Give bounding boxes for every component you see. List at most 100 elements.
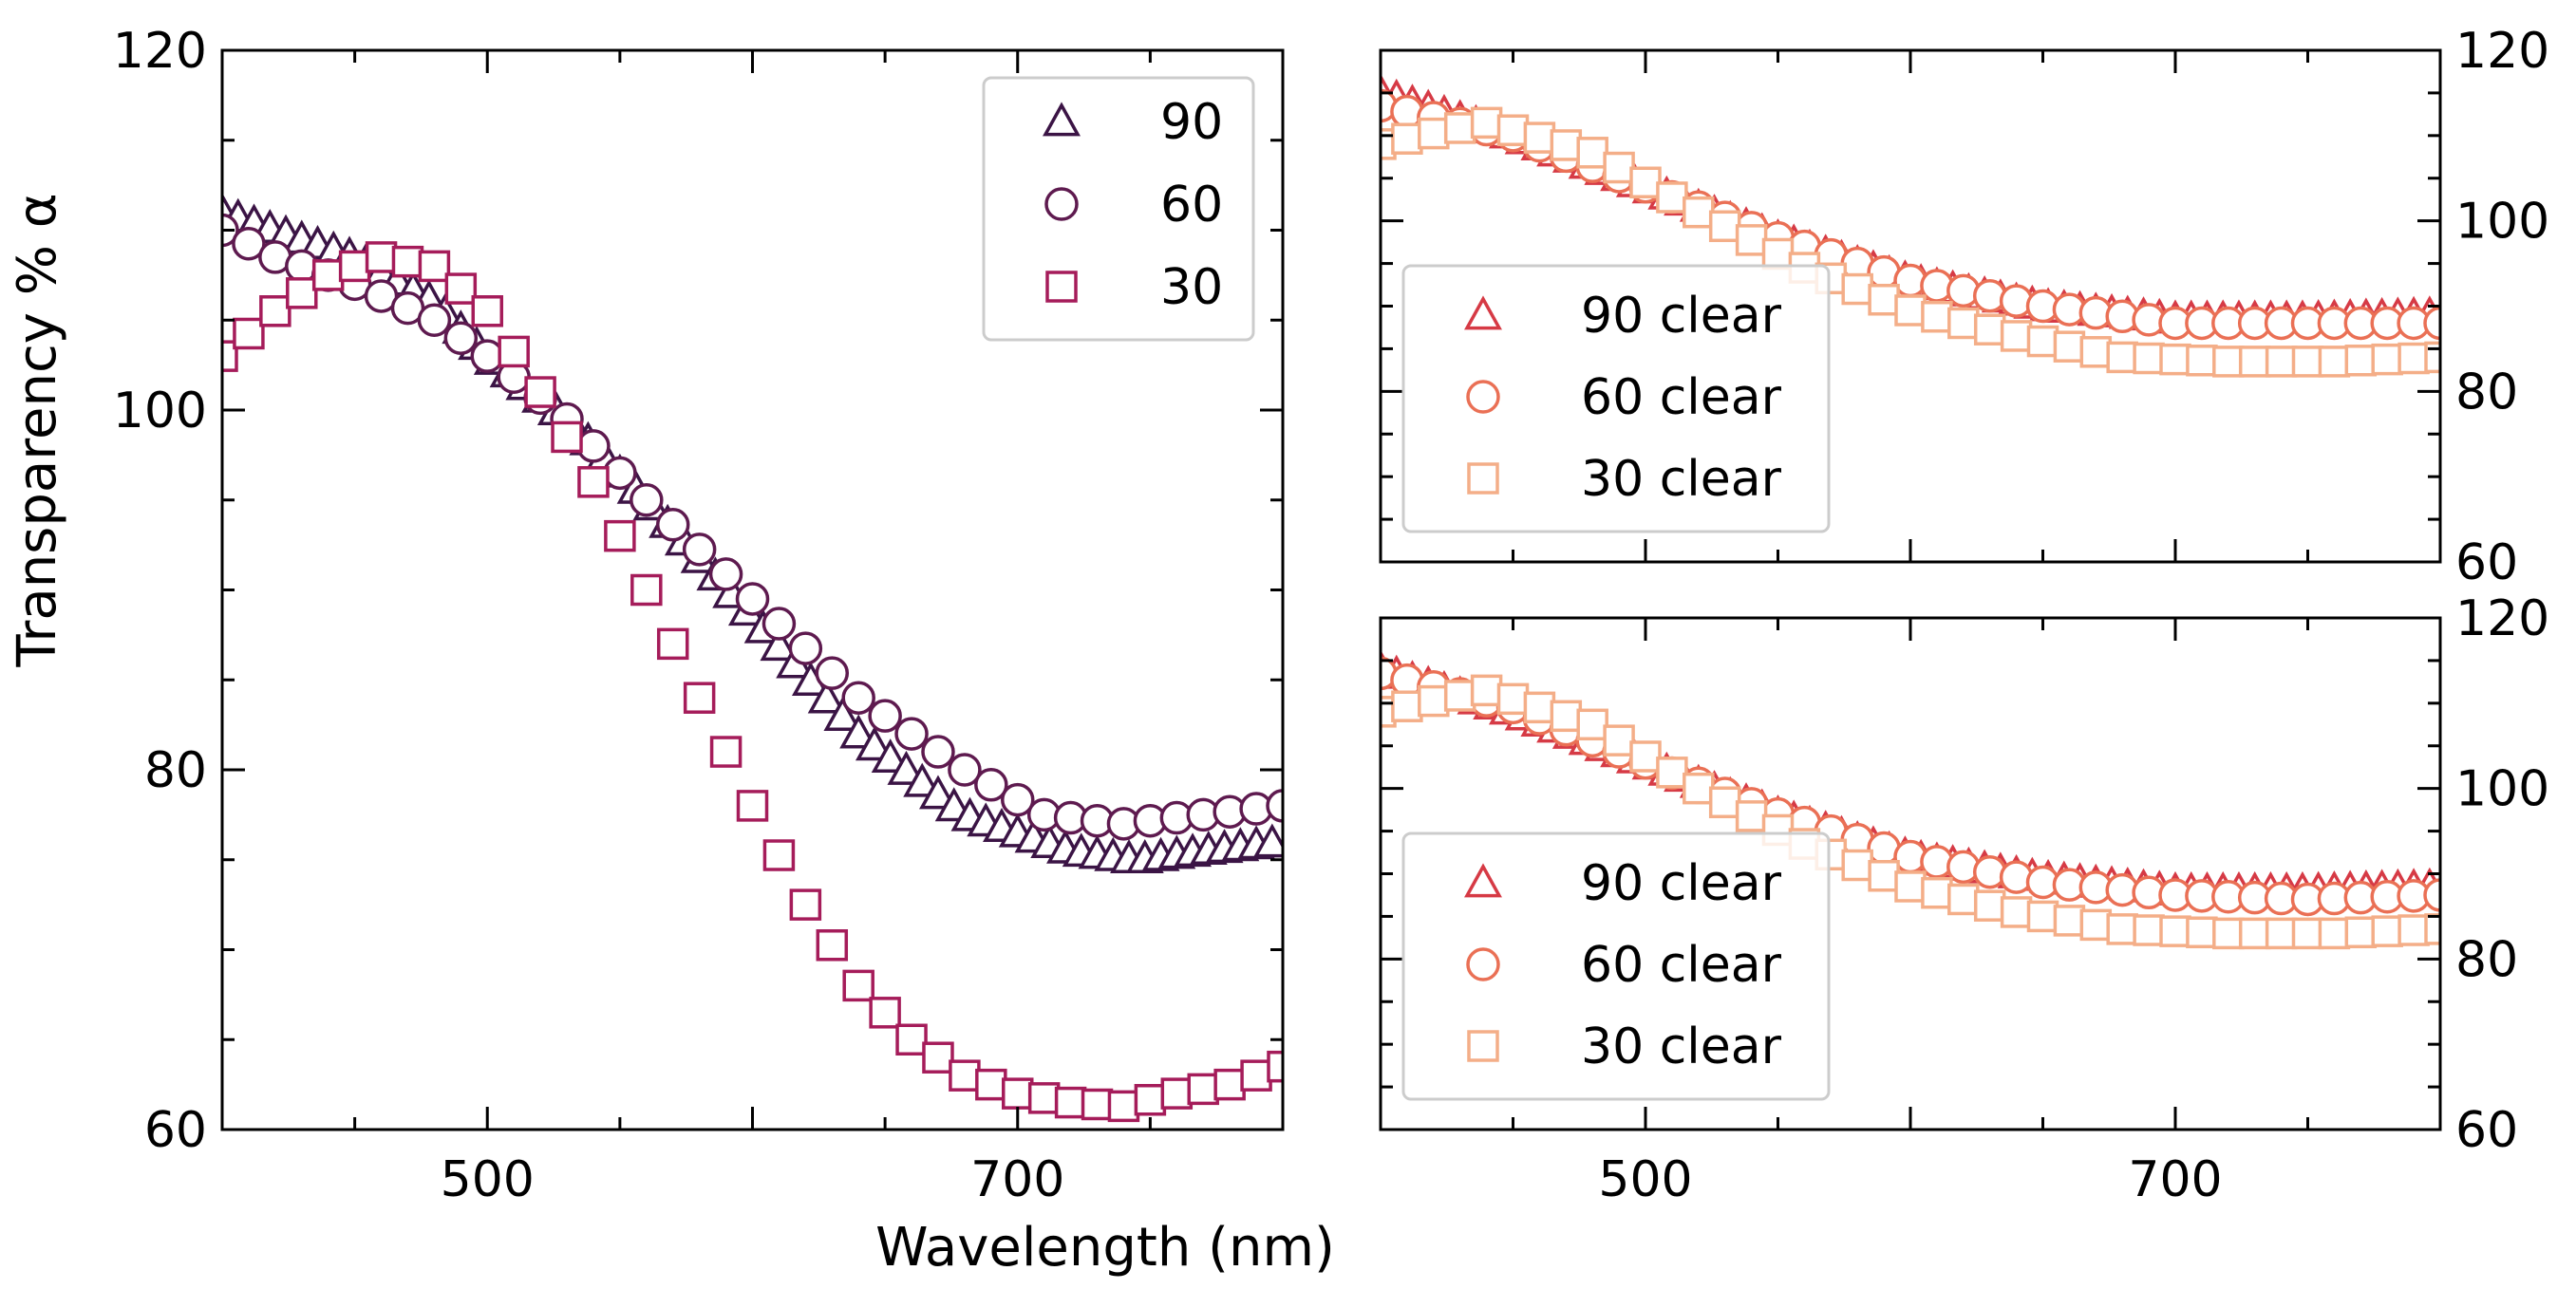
data-point [1603, 151, 1635, 184]
data-point [842, 969, 874, 1002]
legend-label: 60 clear [1581, 937, 1782, 994]
x-tick-label: 700 [970, 1151, 1064, 1208]
data-point [807, 679, 846, 714]
ticks-bottom-right [1381, 618, 2440, 1130]
data-point [2000, 896, 2033, 928]
chart-bottom-right: 500 700 60 80 100 120 90 clear 60 clear 30 clear [1379, 590, 2549, 1208]
y-tick-label: 80 [144, 742, 207, 799]
data-point [1266, 789, 1283, 823]
data-point [1240, 1059, 1272, 1092]
data-point [1002, 1077, 1034, 1110]
data-point [2159, 915, 2191, 947]
x-tick-label: 700 [2128, 1151, 2222, 1208]
y-tick-label: 60 [2455, 534, 2518, 591]
data-point [762, 607, 797, 641]
data-point [1054, 1086, 1087, 1119]
data-point [762, 839, 796, 871]
data-point [2212, 917, 2245, 950]
legend-marker-square [1467, 1030, 1499, 1062]
data-point [1496, 114, 1530, 146]
y-tick-label: 100 [2455, 194, 2549, 251]
data-point [655, 508, 690, 542]
data-point [1656, 181, 1688, 214]
data-point [708, 557, 743, 591]
data-point [365, 241, 398, 273]
y-tick-label: 80 [2455, 364, 2518, 420]
data-point [1496, 682, 1530, 716]
data-point [2424, 913, 2440, 945]
data-point [1391, 690, 1423, 722]
data-point [1603, 724, 1635, 757]
data-point [1081, 1088, 1114, 1121]
data-point [683, 682, 716, 714]
legend-marker-triangle [1464, 863, 1502, 898]
data-point [2000, 320, 2033, 352]
data-point [444, 272, 478, 305]
y-tick-label: 120 [2455, 590, 2549, 647]
data-point [1418, 117, 1450, 150]
data-point [2371, 343, 2403, 376]
data-point [311, 259, 345, 291]
data-point [1921, 300, 1953, 333]
data-point [2238, 917, 2271, 950]
data-point [498, 335, 530, 368]
data-point [1683, 772, 1715, 805]
data-point [2397, 342, 2430, 375]
data-point [789, 888, 822, 921]
legend-label: 30 clear [1581, 451, 1782, 508]
data-point [2344, 916, 2378, 949]
data-point [682, 533, 717, 567]
markers-left [222, 192, 1283, 1123]
data-point [338, 250, 371, 283]
legend-marker-square [1045, 271, 1078, 303]
data-point [2212, 346, 2245, 378]
data-point [2026, 325, 2059, 358]
legend-label: 30 clear [1581, 1018, 1782, 1075]
legend-label: 90 clear [1581, 855, 1782, 912]
data-point [823, 697, 862, 731]
data-point [868, 699, 902, 733]
data-point [2238, 346, 2271, 378]
data-point [869, 997, 901, 1029]
data-point [1107, 1090, 1140, 1123]
data-point [839, 714, 878, 749]
data-point [1523, 121, 1556, 154]
data-point [1708, 786, 1741, 819]
data-point [2106, 341, 2138, 374]
x-tick-label: 500 [441, 1151, 535, 1208]
data-point [2159, 343, 2191, 376]
data-point [1576, 137, 1608, 169]
data-point [1523, 691, 1556, 724]
data-point [232, 226, 266, 261]
data-point [922, 1041, 954, 1074]
data-point [1550, 700, 1583, 733]
data-point [2106, 913, 2138, 945]
data-point [418, 250, 451, 283]
data-point [1001, 782, 1035, 817]
legend-marker-triangle [1464, 295, 1502, 330]
data-point [656, 627, 689, 661]
data-point [2291, 917, 2324, 950]
data-point [1683, 196, 1715, 229]
data-point [1841, 849, 1873, 882]
ticks-top-right [1381, 50, 2440, 562]
legend-marker-square [1467, 462, 1499, 495]
data-point [2053, 330, 2086, 363]
data-point [1761, 237, 1795, 271]
x-axis-label: Wavelength (nm) [875, 1217, 1335, 1279]
data-point [1973, 889, 2006, 922]
data-point [816, 929, 849, 962]
data-point [259, 295, 291, 327]
data-point [2265, 917, 2298, 950]
data-point [471, 295, 503, 327]
legend-bottom-right: 90 clear 60 clear 30 clear [1401, 832, 1831, 1101]
legend-label: 60 clear [1581, 369, 1782, 426]
data-point [1868, 284, 1900, 316]
data-point [871, 738, 910, 774]
data-point [2318, 346, 2351, 378]
y-tick-label: 120 [113, 23, 207, 80]
y-tick-label: 80 [2455, 931, 2518, 988]
data-point [524, 376, 556, 408]
data-point [1629, 166, 1662, 198]
legend-label: 30 [1160, 259, 1223, 316]
